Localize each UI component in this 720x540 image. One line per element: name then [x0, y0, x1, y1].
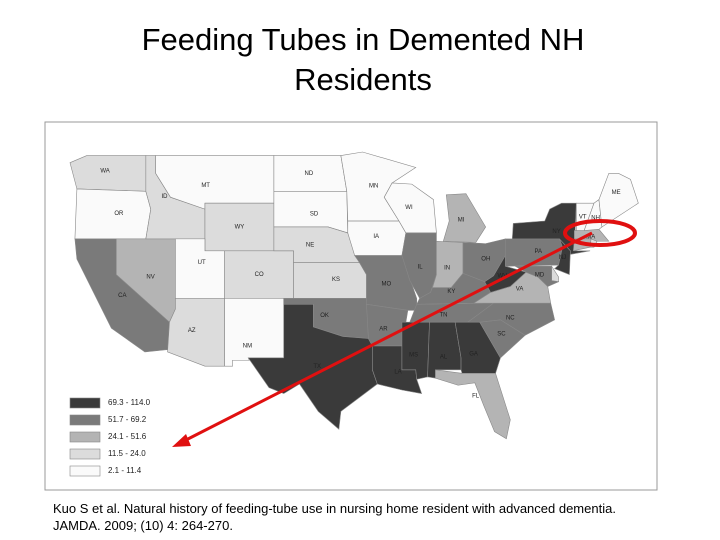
- state-label: GA: [469, 351, 478, 357]
- state-label: KY: [447, 289, 455, 295]
- state-label: OH: [481, 256, 490, 262]
- map: WA OR CA NV ID MT WY UT CO AZ NM ND SD NE KS OK TX MN IA MO…: [69, 151, 639, 440]
- state-label: SC: [497, 331, 506, 337]
- state-label: VT: [579, 214, 587, 220]
- state-label: ID: [161, 194, 168, 200]
- legend-swatch: [69, 397, 101, 409]
- state: [224, 298, 285, 367]
- state: [74, 188, 152, 240]
- state-label: MN: [369, 184, 378, 190]
- legend-swatch: [69, 431, 101, 443]
- state-label: OK: [320, 313, 329, 319]
- state-label: MI: [458, 218, 465, 224]
- legend-label: 51.7 - 69.2: [108, 415, 147, 424]
- title-line: Feeding Tubes in Demented NH: [142, 22, 585, 57]
- legend-swatch: [69, 465, 101, 477]
- state-label: IA: [373, 234, 379, 240]
- state: [442, 193, 487, 243]
- state-label: AL: [440, 354, 448, 360]
- state-label: WY: [235, 225, 245, 231]
- state-label: MA: [586, 234, 595, 240]
- state: [427, 321, 462, 379]
- arrow-line: [183, 231, 593, 443]
- state: [551, 265, 559, 283]
- state-label: CO: [255, 272, 264, 278]
- state-label: SD: [310, 211, 319, 217]
- state-label: IN: [444, 265, 450, 271]
- state-label: WV: [497, 273, 507, 279]
- title-line: Residents: [294, 62, 432, 97]
- arrow-head: [172, 434, 191, 447]
- state-label: AR: [379, 327, 388, 333]
- state: [435, 369, 511, 440]
- legend-label: 69.3 - 114.0: [108, 398, 151, 407]
- state-label: MT: [201, 183, 210, 189]
- state-label: NH: [591, 216, 600, 222]
- state-label: WI: [405, 205, 413, 211]
- state-label: LA: [394, 370, 401, 376]
- state-label: AZ: [188, 328, 196, 334]
- state-label: CA: [118, 293, 126, 299]
- state-label: NM: [243, 343, 252, 349]
- state-label: ME: [612, 190, 621, 196]
- legend-swatch: [69, 448, 101, 460]
- legend-swatch: [69, 414, 101, 426]
- state-label: IL: [418, 264, 424, 270]
- state-label: NV: [146, 274, 154, 280]
- state-label: MO: [381, 282, 391, 288]
- state: [247, 304, 378, 430]
- citation: JAMDA. 2009; (10) 4: 264-270.: [53, 518, 233, 533]
- state-label: UT: [198, 260, 206, 266]
- legend-label: 11.5 - 24.0: [108, 449, 146, 458]
- legend: 69.3 - 114.0 51.7 - 69.2 24.1 - 51.6 11.5 -…: [69, 397, 151, 477]
- annotation: [172, 219, 637, 447]
- state-label: TX: [313, 364, 321, 370]
- state-label: MD: [535, 273, 545, 279]
- state-label: NJ: [559, 255, 566, 261]
- state-label: MS: [409, 353, 418, 359]
- state-label: OR: [114, 211, 124, 217]
- state-label: NY: [552, 229, 560, 235]
- state-label: PA: [534, 249, 542, 255]
- state: [598, 173, 639, 228]
- state-label: ND: [305, 171, 314, 177]
- state-label: TN: [440, 312, 448, 318]
- state-label: NE: [306, 242, 314, 248]
- legend-label: 24.1 - 51.6: [108, 432, 147, 441]
- state-label: WA: [100, 168, 109, 174]
- state-label: KS: [332, 277, 340, 283]
- highlight-ellipse: [563, 219, 637, 247]
- citation: Kuo S et al. Natural history of feeding-…: [53, 501, 616, 516]
- state-label: NC: [506, 315, 515, 321]
- state: [293, 262, 367, 299]
- state-label: VA: [516, 286, 524, 292]
- legend-label: 2.1 - 11.4: [108, 466, 142, 475]
- state-label: FL: [472, 393, 480, 399]
